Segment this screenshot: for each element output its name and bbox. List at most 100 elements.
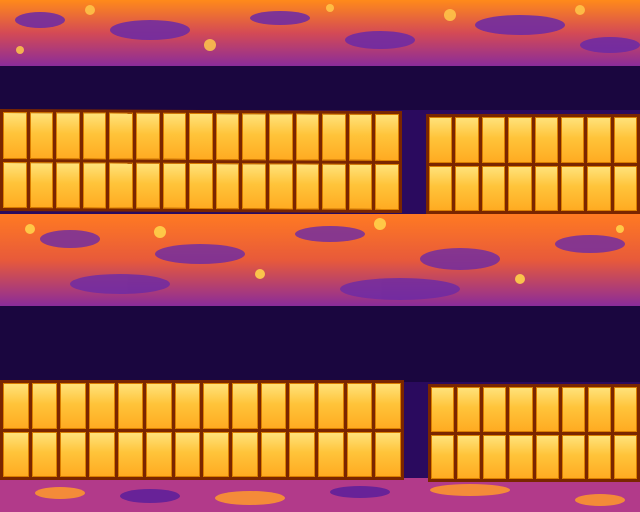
solar-panel-cell [535,387,559,432]
solar-panel-cell [60,431,86,477]
panel-shadow-top [0,66,640,110]
solar-panel-cell [31,431,58,477]
solar-panel-cell [174,383,201,429]
solar-panel-cell [203,431,230,477]
solar-panel-cell [136,162,160,209]
solar-panel-cell [431,434,455,479]
solar-panel-cell [260,383,287,429]
solar-panel-cell [346,431,373,477]
solar-panel-cell [215,162,240,210]
solar-panel-cell [613,117,637,163]
solar-panel-cell [215,113,240,160]
solar-panel-cell [56,161,80,209]
panel-array-top-left [0,108,402,214]
solar-panel-cell [587,165,611,211]
solar-panel-cell [322,163,346,210]
solar-panel-cell [29,112,54,159]
solar-panel-cell [3,161,27,209]
solar-panel-cell [375,113,399,161]
panel-array-bottom-left [0,380,404,480]
solar-panel-cell [318,431,344,477]
solar-panel-cell [3,383,29,429]
solar-panel-cell [242,162,266,210]
solar-panel-cell [587,117,611,163]
solar-panel-cell [146,383,172,429]
solar-panel-cell [483,434,507,479]
solar-panel-cell [189,162,213,210]
solar-panel-cell [508,117,532,163]
solar-panel-cell [232,431,258,477]
solar-panel-cell [481,165,506,211]
solar-panel-cell [509,434,533,479]
solar-panel-cell [3,111,27,159]
panel-array-bottom-right [428,384,640,482]
solar-panel-cell [375,383,401,429]
solar-panel-cell [455,165,479,211]
solar-panel-cell [146,431,172,477]
solar-panel-cell [348,113,373,161]
solar-panel-cell [88,383,115,429]
panel-array-top-right [426,114,640,214]
solar-panel-cell [56,112,80,159]
solar-panel-cell [457,387,481,432]
solar-panel-cell [375,431,401,477]
solar-panel-cell [509,387,533,432]
solar-panel-cell [289,431,316,477]
solar-panel-cell [322,113,346,161]
solar-panel-cell [375,163,399,211]
solar-panel-cell [117,431,144,477]
solar-panel-cell [269,162,293,210]
solar-panel-cell [162,112,187,160]
solar-panel-cell [82,112,107,160]
solar-panel-cell [508,165,532,211]
solar-panel-cell [242,113,266,160]
solar-panel-cell [613,434,637,479]
solar-panel-cell [109,112,133,160]
solar-panel-cell [260,431,287,477]
soil-strip-bottom [0,478,640,512]
solar-panel-cell [429,117,453,163]
solar-panel-cell [232,383,258,429]
solar-panel-cell [174,431,201,477]
solar-panel-cell [561,434,585,479]
solar-panel-cell [561,387,585,432]
solar-panel-cell [88,431,115,477]
solar-panel-cell [613,387,637,432]
solar-panel-cell [587,434,611,479]
solar-panel-cell [481,117,506,163]
solar-panel-cell [560,117,585,163]
solar-panel-cell [534,165,558,211]
solar-panel-cell [483,387,507,432]
solar-panel-cell [535,434,559,479]
solar-panel-cell [203,383,230,429]
soil-strip-middle [0,214,640,306]
solar-panel-cell [318,383,344,429]
solar-panel-cell [457,434,481,479]
solar-panel-cell [162,162,187,209]
solar-panel-cell [429,165,453,211]
soil-strip-top [0,0,640,66]
solar-panel-cell [587,387,611,432]
solar-panel-cell [117,383,144,429]
panel-shadow-bottom [0,306,640,382]
solar-panel-cell [455,117,479,163]
solar-panel-cell [60,383,86,429]
solar-panel-cell [136,112,160,160]
solar-panel-cell [348,163,373,210]
solar-panel-cell [269,113,293,160]
soil-texture-top [0,0,640,66]
solar-panel-cell [3,431,29,477]
solar-panel-cell [346,383,373,429]
solar-panel-cell [289,383,316,429]
solar-panel-cell [109,162,133,209]
soil-texture-bottom [0,478,640,512]
solar-panel-cell [189,112,213,160]
solar-panel-cell [29,161,54,209]
solar-panel-cell [82,161,107,209]
solar-panel-cell [295,113,320,161]
solar-panel-cell [560,165,585,211]
solar-panel-cell [613,165,637,211]
solar-panel-cell [295,162,320,210]
solar-panel-cell [534,117,558,163]
